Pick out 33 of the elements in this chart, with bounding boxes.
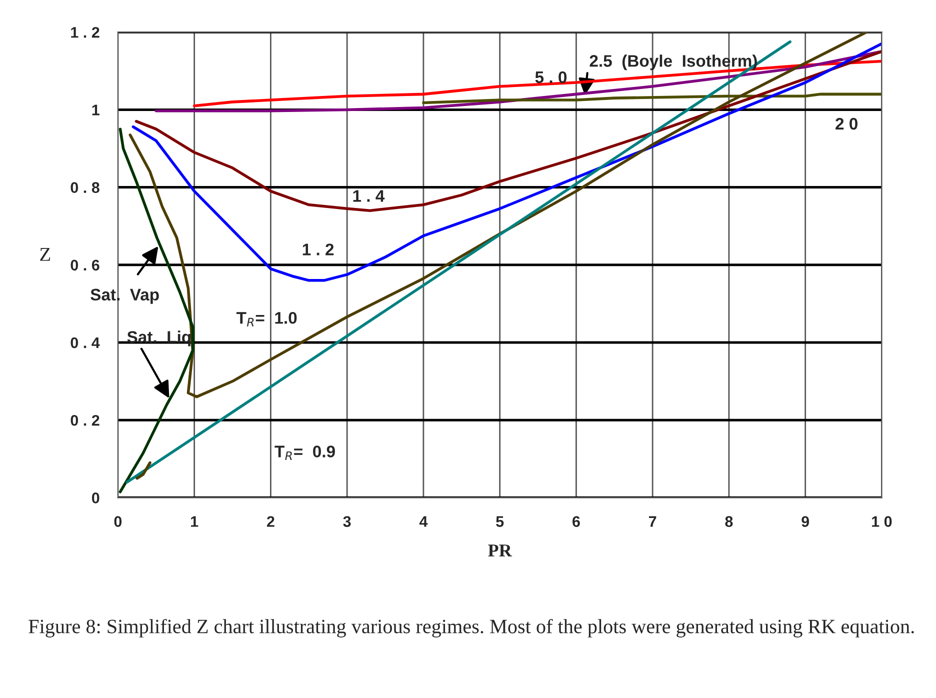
x-tick-label: 8 bbox=[725, 516, 733, 527]
line-series bbox=[134, 50, 882, 212]
line-series bbox=[118, 128, 194, 494]
x-axis-title: PR bbox=[488, 544, 512, 556]
y-tick-label: 0 . 6 bbox=[70, 260, 100, 271]
annotation: 1 . 4 bbox=[353, 190, 385, 202]
y-tick-label: 0 . 8 bbox=[70, 182, 100, 193]
caption: Figure 8: Simplified Z chart illustrating various regimes. Most of the plots were generated using RK equation. bbox=[28, 618, 914, 638]
y-tick-label: 1 bbox=[92, 104, 100, 116]
line-series bbox=[128, 32, 868, 398]
y-axis-title: Z bbox=[40, 248, 50, 261]
annotation: T$_{R}$= 0.9 bbox=[274, 446, 335, 460]
line-series bbox=[422, 92, 882, 104]
x-tick-label: 7 bbox=[648, 516, 656, 527]
annotation: 2 0 bbox=[836, 118, 858, 130]
x-tick-label: 4 bbox=[419, 516, 428, 527]
x-tick-label: 2 bbox=[266, 516, 274, 527]
x-tick-label: 9 bbox=[802, 516, 810, 527]
y-tick-label: 0 . 2 bbox=[70, 414, 100, 426]
annotation: T$_{R}$= 1.0 bbox=[236, 312, 297, 326]
x-tick-label: 6 bbox=[572, 516, 580, 527]
y-tick-label: 0 bbox=[92, 492, 100, 504]
x-tick-label: 3 bbox=[343, 516, 351, 527]
y-tick-label: 0 . 4 bbox=[70, 337, 100, 348]
annotation: 5 . 0 bbox=[535, 71, 567, 84]
x-tick-label: 1 bbox=[191, 516, 198, 527]
y-tick-label: 1 . 2 bbox=[71, 26, 100, 38]
x-tick-label: 0 bbox=[114, 516, 122, 527]
x-tick-label: 1 0 bbox=[872, 516, 892, 527]
line-series bbox=[132, 42, 882, 282]
line-series bbox=[154, 50, 882, 112]
annotation: 1 . 2 bbox=[302, 244, 334, 256]
x-tick-label: 5 bbox=[496, 516, 504, 527]
